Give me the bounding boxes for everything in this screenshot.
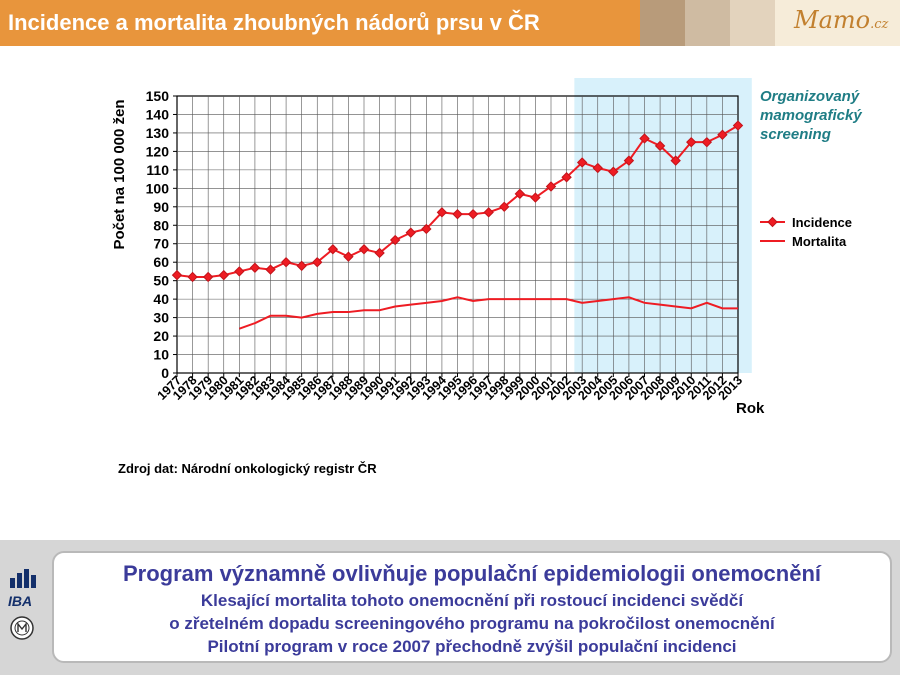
data-point-incidence [234, 266, 245, 277]
data-point-incidence [654, 140, 666, 152]
data-point-incidence [405, 227, 416, 238]
data-point-incidence [732, 120, 744, 131]
y-tick-label: 120 [146, 143, 170, 159]
screening-annotation: mamografický [760, 107, 862, 124]
y-tick-label: 110 [146, 162, 169, 178]
data-point-incidence [280, 256, 292, 268]
y-tick-label: 90 [153, 199, 169, 215]
data-point-incidence [686, 136, 697, 148]
legend-marker [767, 216, 778, 228]
y-tick-label: 30 [153, 310, 169, 326]
data-point-incidence [592, 162, 603, 174]
y-tick-label: 130 [146, 125, 170, 141]
header-background [0, 0, 640, 46]
x-axis-label: Rok [736, 400, 765, 417]
incidence-mortality-chart: 0102030405060708090100110120130140150197… [111, 78, 862, 476]
y-tick-label: 10 [153, 347, 169, 363]
legend-label: Incidence [792, 215, 852, 230]
data-point-incidence [296, 260, 307, 272]
bar-logo-icon [10, 569, 36, 588]
data-point-incidence [545, 181, 557, 192]
header-photo-strip [685, 0, 730, 46]
page-title: Incidence a mortalita zhoubných nádorů p… [8, 10, 540, 35]
data-point-incidence [171, 269, 183, 281]
conclusion-panel: Program významně ovlivňuje populační epi… [52, 551, 892, 663]
data-point-incidence [374, 247, 385, 259]
data-point-incidence [623, 155, 635, 166]
university-seal-icon [10, 616, 34, 640]
data-point-incidence [421, 223, 432, 235]
y-tick-label: 40 [153, 291, 169, 307]
data-point-incidence [608, 166, 619, 177]
data-point-incidence [670, 155, 681, 166]
header-photo-strip [640, 0, 685, 46]
screening-annotation: screening [760, 126, 831, 143]
data-point-incidence [514, 188, 526, 200]
data-point-incidence [452, 208, 463, 220]
data-point-incidence [701, 136, 713, 148]
mamo-logo [775, 0, 900, 46]
y-tick-label: 60 [153, 254, 169, 270]
legend-label: Mortalita [792, 234, 847, 249]
data-point-incidence [639, 133, 650, 144]
screening-annotation: Organizovaný [760, 88, 860, 105]
conclusion-headline: Program významně ovlivňuje populační epi… [122, 561, 822, 586]
header-bar: Incidence a mortalita zhoubných nádorů p… [0, 0, 900, 46]
data-point-incidence [436, 207, 448, 218]
y-tick-label: 0 [161, 365, 169, 381]
source-note: Zdroj dat: Národní onkologický registr Č… [118, 461, 377, 476]
data-point-incidence [576, 157, 588, 168]
iba-logo: IBA [8, 566, 44, 609]
data-point-incidence [483, 207, 494, 218]
data-point-incidence [218, 269, 229, 281]
conclusion-line: o zřetelném dopadu screeningového progra… [169, 614, 775, 633]
data-point-incidence [187, 271, 198, 283]
data-point-incidence [561, 172, 572, 183]
data-point-incidence [717, 129, 728, 140]
iba-logo-text: IBA [8, 593, 33, 609]
data-point-incidence [265, 264, 276, 275]
data-point-incidence [499, 201, 510, 213]
data-point-incidence [358, 244, 370, 255]
y-tick-label: 150 [146, 88, 170, 104]
conclusion-line: Pilotní program v roce 2007 přechodně zv… [207, 637, 737, 656]
conclusion-line: Klesající mortalita tohoto onemocnění př… [200, 591, 744, 610]
data-point-incidence [343, 251, 354, 262]
data-point-incidence [312, 256, 323, 268]
y-tick-label: 140 [146, 106, 170, 122]
y-tick-label: 100 [146, 180, 170, 196]
y-tick-label: 70 [153, 236, 169, 252]
y-tick-label: 20 [153, 328, 169, 344]
series-line-mortalita [238, 296, 738, 330]
mu-seal [10, 616, 34, 645]
data-point-incidence [249, 262, 261, 273]
data-point-incidence [202, 271, 214, 283]
data-point-incidence [327, 244, 339, 255]
data-point-incidence [467, 208, 479, 220]
y-tick-label: 80 [153, 217, 169, 233]
mamo-logo-text: Mamo.cz [794, 6, 889, 34]
data-point-incidence [389, 234, 401, 246]
data-point-incidence [530, 192, 541, 203]
y-axis-label: Počet na 100 000 žen [111, 99, 128, 249]
header-photo-strip [730, 0, 775, 46]
y-tick-label: 50 [153, 273, 169, 289]
